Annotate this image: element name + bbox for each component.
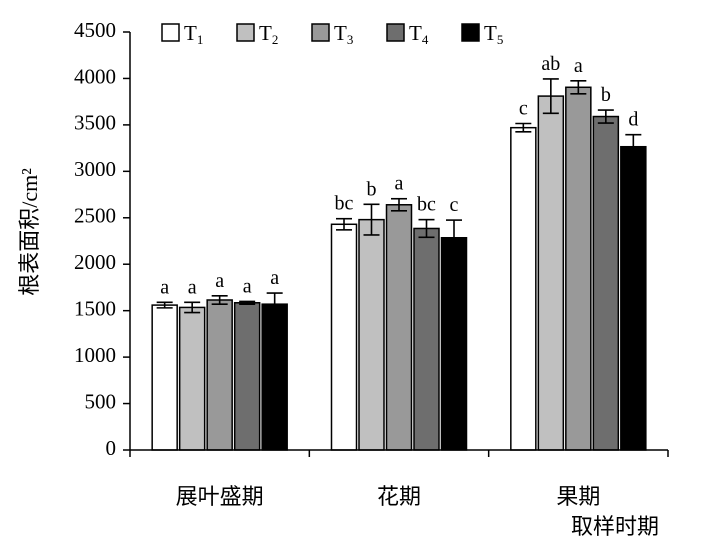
y-tick-label: 4000 bbox=[74, 64, 116, 88]
bar bbox=[233, 302, 261, 451]
significance-label: d bbox=[628, 109, 638, 131]
x-axis-title: 取样时期 bbox=[571, 514, 659, 539]
legend-subscript: 5 bbox=[497, 32, 504, 47]
significance-label: b bbox=[367, 178, 377, 200]
bar bbox=[151, 304, 178, 451]
significance-label: c bbox=[450, 194, 459, 216]
legend-label: T3 bbox=[334, 21, 353, 47]
legend-swatch bbox=[161, 23, 180, 42]
significance-label: bc bbox=[335, 193, 354, 215]
legend-swatch bbox=[461, 23, 480, 42]
significance-label: a bbox=[574, 55, 583, 77]
x-axis: 展叶盛期 花期 果期 bbox=[129, 449, 669, 509]
y-axis-title: 根表面积/cm² bbox=[17, 168, 42, 296]
bar bbox=[261, 303, 288, 451]
y-axis: 0 500 1000 1500 2000 2500 3000 3500 4000 4500 bbox=[74, 18, 131, 460]
bar bbox=[413, 227, 440, 451]
bar bbox=[385, 204, 413, 451]
bar bbox=[565, 86, 592, 451]
legend-label: T2 bbox=[259, 21, 278, 47]
legend-label: T4 bbox=[409, 21, 429, 47]
significance-label: bc bbox=[417, 194, 436, 216]
significance-label: ab bbox=[541, 53, 560, 75]
y-tick-label: 0 bbox=[106, 436, 117, 460]
y-tick-label: 4500 bbox=[74, 18, 116, 42]
significance-label: a bbox=[215, 270, 224, 292]
y-tick-label: 1500 bbox=[74, 296, 116, 320]
significance-label: a bbox=[188, 276, 197, 298]
legend-subscript: 3 bbox=[347, 32, 354, 47]
y-tick-label: 2000 bbox=[74, 250, 116, 274]
significance-label: a bbox=[395, 173, 404, 195]
bar bbox=[592, 115, 620, 451]
y-tick-label: 3000 bbox=[74, 157, 116, 181]
legend-label: T1 bbox=[184, 21, 203, 47]
legend-subscript: 2 bbox=[272, 32, 279, 47]
legend: T1 T2 T3 T4 T5 bbox=[161, 21, 503, 47]
significance-label: a bbox=[160, 276, 169, 298]
bar bbox=[178, 306, 206, 451]
category-label: 展叶盛期 bbox=[176, 484, 264, 509]
category-label: 果期 bbox=[556, 484, 600, 509]
legend-swatch bbox=[311, 23, 330, 42]
y-tick-label: 500 bbox=[85, 389, 117, 413]
category-label: 花期 bbox=[377, 484, 421, 509]
y-tick-label: 1000 bbox=[74, 343, 116, 367]
y-tick-label: 2500 bbox=[74, 204, 116, 228]
significance-label: a bbox=[270, 267, 279, 289]
legend-swatch bbox=[386, 23, 405, 42]
bar bbox=[358, 218, 385, 451]
y-tick-label: 3500 bbox=[74, 111, 116, 135]
legend-subscript: 4 bbox=[422, 32, 429, 47]
significance-label: a bbox=[243, 275, 252, 297]
bar bbox=[330, 223, 358, 451]
bar bbox=[537, 95, 565, 451]
legend-swatch bbox=[236, 23, 255, 42]
significance-label: b bbox=[601, 84, 611, 106]
legend-subscript: 1 bbox=[197, 32, 204, 47]
bar bbox=[206, 299, 233, 451]
bar bbox=[440, 236, 468, 451]
bar bbox=[510, 126, 537, 451]
significance-label: c bbox=[519, 97, 528, 119]
legend-label: T5 bbox=[484, 21, 503, 47]
bar bbox=[620, 145, 647, 451]
